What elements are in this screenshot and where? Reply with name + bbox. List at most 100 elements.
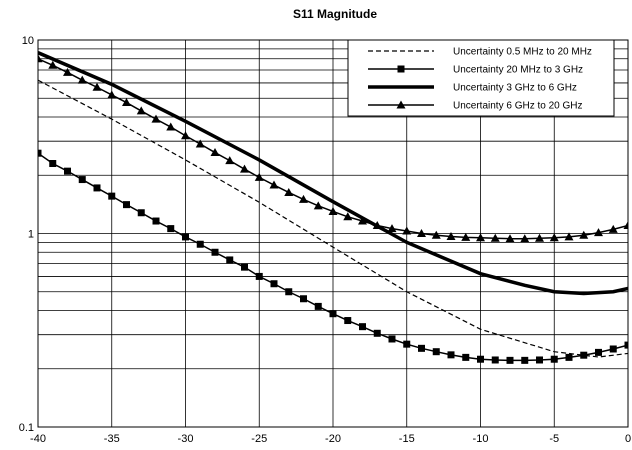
data-point-square — [388, 335, 396, 343]
data-point-square — [536, 356, 543, 364]
data-point-square — [167, 225, 175, 233]
series-3 — [38, 51, 628, 296]
data-point-triangle — [92, 82, 102, 91]
axis-tick-labels: -40 -35 -30 -25 -20 -15 -10 -5 0 0.1 1 10 — [19, 35, 631, 445]
data-point-square — [397, 65, 405, 73]
x-tick-label: 0 — [625, 433, 631, 445]
data-point-square — [447, 351, 455, 359]
data-point-square — [78, 176, 86, 184]
data-point-square — [38, 149, 42, 157]
data-point-square — [624, 341, 628, 349]
data-point-square — [314, 302, 322, 310]
data-point-square — [506, 356, 514, 364]
data-point-triangle — [122, 98, 131, 107]
data-point-triangle — [431, 230, 441, 239]
data-point-triangle — [417, 229, 426, 237]
legend-box — [347, 39, 615, 117]
data-point-triangle — [387, 224, 397, 233]
data-point-triangle — [564, 232, 574, 241]
x-tick-label: -5 — [549, 433, 559, 445]
data-point-triangle — [535, 233, 544, 242]
data-point-triangle — [579, 230, 589, 239]
series-2 — [38, 149, 628, 364]
data-point-triangle — [151, 114, 161, 123]
y-tick-label: 10 — [22, 35, 34, 47]
series-layer — [38, 51, 628, 364]
data-point-square — [462, 353, 470, 361]
data-point-square — [300, 295, 307, 303]
data-point-triangle — [446, 231, 456, 240]
data-point-triangle — [505, 234, 515, 243]
data-point-triangle — [195, 139, 205, 148]
data-point-square — [255, 272, 263, 280]
legend-label: Uncertainty 6 GHz to 20 GHz — [453, 101, 583, 112]
data-point-triangle — [396, 100, 406, 109]
x-tick-label: -30 — [178, 433, 194, 445]
y-tick-label: 1 — [28, 229, 34, 241]
data-point-square — [344, 317, 352, 325]
data-point-square — [241, 263, 248, 271]
data-point-square — [550, 355, 558, 363]
data-point-triangle — [136, 106, 146, 115]
data-point-square — [595, 348, 602, 356]
data-point-triangle — [240, 164, 249, 173]
data-point-square — [359, 323, 366, 331]
data-point-triangle — [623, 220, 628, 229]
data-point-triangle — [63, 67, 72, 76]
data-point-square — [403, 340, 411, 348]
data-point-square — [137, 209, 145, 217]
data-point-square — [373, 329, 381, 337]
data-point-triangle — [490, 233, 500, 242]
data-point-triangle — [284, 187, 294, 196]
data-point-square — [93, 184, 101, 192]
x-tick-label: -25 — [251, 433, 267, 445]
data-point-square — [182, 233, 189, 241]
data-point-square — [123, 201, 130, 209]
data-point-square — [270, 280, 278, 288]
data-point-square — [491, 356, 499, 364]
data-point-square — [418, 344, 425, 352]
data-point-square — [609, 345, 617, 353]
data-point-triangle — [254, 172, 264, 181]
legend-label: Uncertainty 3 GHz to 6 GHz — [453, 83, 577, 94]
data-point-square — [226, 256, 234, 264]
data-point-triangle — [225, 156, 235, 165]
data-point-triangle — [343, 212, 353, 221]
data-point-triangle — [48, 60, 58, 69]
data-point-square — [211, 248, 219, 256]
data-point-square — [477, 355, 484, 363]
x-tick-label: -20 — [325, 433, 341, 445]
series-4 — [38, 54, 628, 243]
data-point-triangle — [476, 233, 485, 242]
data-point-triangle — [77, 75, 87, 84]
data-point-triangle — [107, 90, 117, 99]
data-point-triangle — [181, 131, 190, 140]
data-point-triangle — [313, 201, 323, 210]
x-tick-label: -40 — [30, 433, 46, 445]
data-point-square — [64, 167, 71, 175]
data-point-triangle — [358, 216, 367, 225]
data-point-square — [521, 356, 529, 364]
data-point-triangle — [38, 54, 43, 63]
data-point-square — [285, 288, 293, 296]
data-point-square — [565, 353, 573, 361]
data-point-square — [196, 240, 204, 248]
data-point-triangle — [461, 232, 471, 241]
data-point-square — [432, 348, 440, 356]
legend-label: Uncertainty 20 MHz to 3 GHz — [453, 65, 583, 76]
x-tick-label: -35 — [104, 433, 120, 445]
data-point-square — [49, 160, 57, 168]
legend-item: Uncertainty 20 MHz to 3 GHz — [368, 65, 583, 76]
legend-item: Uncertainty 3 GHz to 6 GHz — [368, 83, 577, 94]
x-tick-label: -15 — [399, 433, 415, 445]
data-point-triangle — [372, 220, 382, 229]
data-point-triangle — [594, 228, 603, 237]
data-point-triangle — [608, 224, 618, 233]
y-tick-label: 0.1 — [19, 422, 34, 434]
chart-title: S11 Magnitude — [293, 7, 377, 21]
legend-item: Uncertainty 0.5 MHz to 20 MHz — [368, 47, 592, 58]
data-point-square — [580, 351, 588, 359]
series-line — [38, 51, 628, 296]
x-tick-label: -10 — [473, 433, 489, 445]
